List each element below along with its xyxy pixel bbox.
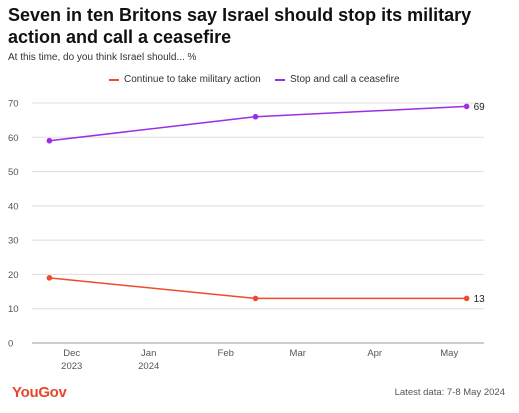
legend-swatch-continue xyxy=(109,78,119,81)
x-tick-sublabel: 2023 xyxy=(61,361,82,372)
data-point xyxy=(463,295,470,302)
x-tick-label: Dec xyxy=(63,348,80,359)
data-point xyxy=(463,103,470,110)
legend-item-ceasefire: Stop and call a ceasefire xyxy=(275,74,400,85)
y-tick-label: 0 xyxy=(8,339,13,350)
series-line-1 xyxy=(49,105,467,142)
data-point xyxy=(252,295,259,302)
y-tick-label: 60 xyxy=(8,133,19,144)
y-tick-label: 40 xyxy=(8,201,19,212)
y-tick-label: 20 xyxy=(8,270,19,281)
chart-subtitle: At this time, do you think Israel should… xyxy=(8,52,197,63)
x-tick-label: May xyxy=(440,348,458,359)
x-tick-label: Feb xyxy=(218,348,234,359)
chart-title: Seven in ten Britons say Israel should s… xyxy=(8,5,472,47)
y-tick-label: 10 xyxy=(8,304,19,315)
y-tick-label: 30 xyxy=(8,236,19,247)
legend-label-continue: Continue to take military action xyxy=(124,74,261,85)
end-value-label: 13 xyxy=(474,294,486,305)
x-tick-label: Jan xyxy=(141,348,156,359)
x-tick-sublabel: 2024 xyxy=(138,361,159,372)
series-line-0 xyxy=(49,277,467,300)
x-tick-label: Apr xyxy=(367,348,382,359)
yougov-logo: YouGov xyxy=(12,384,67,401)
legend-item-continue: Continue to take military action xyxy=(109,74,261,85)
legend-swatch-ceasefire xyxy=(275,78,285,81)
data-point xyxy=(46,137,53,144)
y-tick-label: 70 xyxy=(8,99,19,110)
end-value-label: 69 xyxy=(474,102,486,113)
data-point xyxy=(46,275,53,281)
chart-legend: Continue to take military action Stop an… xyxy=(0,74,519,88)
x-tick-label: Mar xyxy=(290,348,306,359)
latest-data-note: Latest data: 7-8 May 2024 xyxy=(394,387,505,398)
legend-label-ceasefire: Stop and call a ceasefire xyxy=(290,74,400,85)
y-tick-label: 50 xyxy=(8,167,19,178)
data-point xyxy=(252,113,259,120)
